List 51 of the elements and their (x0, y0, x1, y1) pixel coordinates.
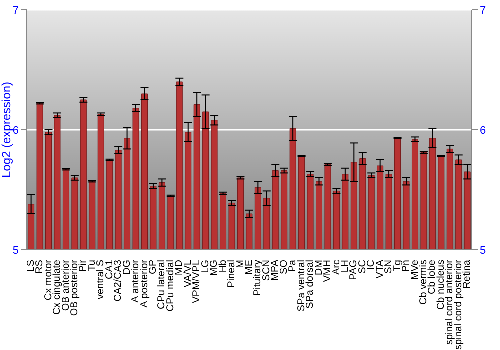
x-tick-label: CPu medial (165, 260, 176, 312)
x-tick-label: LG (200, 260, 212, 274)
x-tick-label: Cb lobe (427, 260, 438, 294)
x-tick-label: IC (366, 260, 378, 270)
x-tick-label: SC (357, 260, 368, 274)
x-tick-label: Arc (331, 260, 342, 275)
x-tick-label: OB posterior (69, 259, 80, 316)
x-tick-label: Pn (401, 260, 412, 272)
x-tick-label: ME (244, 260, 255, 275)
x-tick-label: LH (340, 260, 351, 273)
x-tick-label: SN (384, 260, 395, 274)
x-tick-label: DM (314, 260, 325, 276)
x-tick-label: Retina (462, 260, 474, 289)
x-tick-label: SPa dorsal (305, 260, 316, 309)
x-tick-label: OB anterior (60, 259, 72, 312)
x-tick-label: VPM/VPL (192, 260, 203, 304)
x-tick-label: MVe (410, 260, 421, 280)
x-tick-label: Tu (86, 260, 98, 272)
x-tick-label: LS (26, 260, 37, 272)
y-tick-label: 5 (12, 244, 19, 257)
x-tick-label: Pa (288, 260, 299, 272)
x-tick-label: PAG (348, 260, 360, 280)
y-tick-label: 7 (12, 4, 19, 17)
x-tick-label: DG (122, 260, 133, 275)
x-tick-label: ventral S (96, 260, 107, 300)
x-tick-label: Pituitary (252, 260, 264, 296)
x-tick-label: CA1 (104, 260, 116, 280)
x-tick-label: VA/VL (182, 260, 194, 288)
y2-tick-label: 5 (480, 244, 486, 257)
x-tick-label: A posterior (139, 259, 150, 308)
x-tick-label: spinal cord anterior (444, 259, 456, 346)
y2-tick-label: 7 (480, 4, 486, 17)
x-tick-label: Hb (218, 260, 229, 273)
y2-tick-label: 6 (480, 124, 486, 137)
x-tick-label: Cx cingulate (52, 260, 64, 316)
x-tick-label: VTA (374, 260, 386, 279)
x-tick-label: M (235, 260, 246, 268)
y-tick-label: 6 (12, 124, 19, 137)
x-tick-label: Tg (392, 260, 404, 272)
x-tick-label: Pineal (226, 260, 238, 288)
x-tick-label: SCN (261, 260, 272, 282)
x-tick-label: Cb nucleus (436, 260, 447, 310)
x-tick-label: A anterior (130, 259, 142, 303)
x-tick-label: Pir (78, 259, 90, 272)
x-tick-label: VMH (322, 260, 334, 282)
x-tick-label: MPA (270, 260, 282, 281)
x-tick-label: SO (278, 260, 290, 274)
y-axis-title: Log2 (expression) (0, 82, 14, 178)
x-tick-label: spinal cord posterior (453, 259, 464, 350)
x-tick-label: RS (34, 260, 46, 274)
x-tick-label: CA2/CA3 (113, 260, 124, 302)
